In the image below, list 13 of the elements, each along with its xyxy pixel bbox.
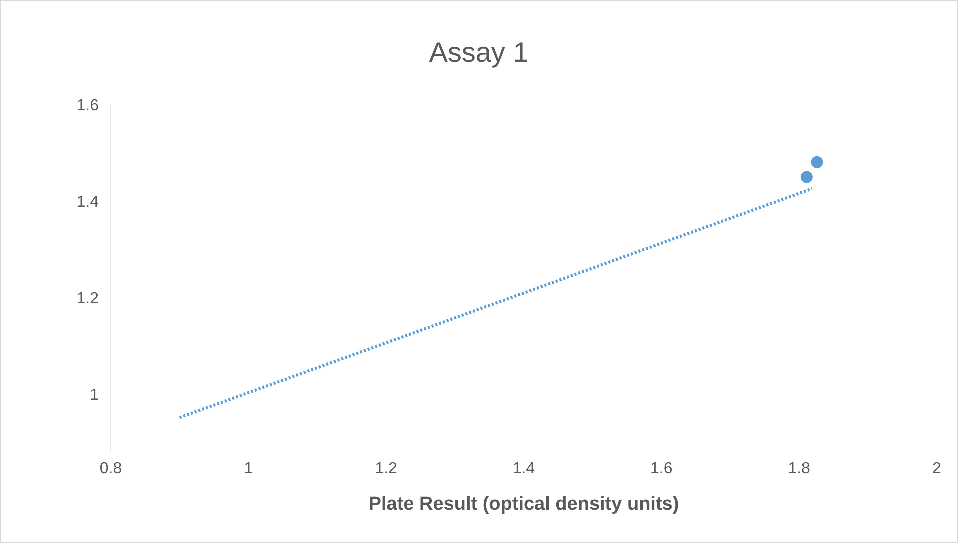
x-axis-title: Plate Result (optical density units) <box>368 494 680 515</box>
chart-title: Assay 1 <box>428 37 530 69</box>
x-tick-label: 2 <box>932 460 942 478</box>
y-tick-label: 1.4 <box>76 194 100 212</box>
y-tick-label: 1.6 <box>76 98 100 115</box>
x-tick-label: 1.2 <box>375 460 398 478</box>
x-tick-label: 1.8 <box>788 460 811 478</box>
x-tick-label: 1.4 <box>512 460 536 478</box>
y-tick-label: 1 <box>90 386 100 404</box>
x-tick-label: 1 <box>244 460 254 478</box>
x-tick-label: 1.6 <box>650 460 673 478</box>
x-tick-label: 0.8 <box>100 460 122 478</box>
y-tick-label: 1.2 <box>76 290 100 308</box>
